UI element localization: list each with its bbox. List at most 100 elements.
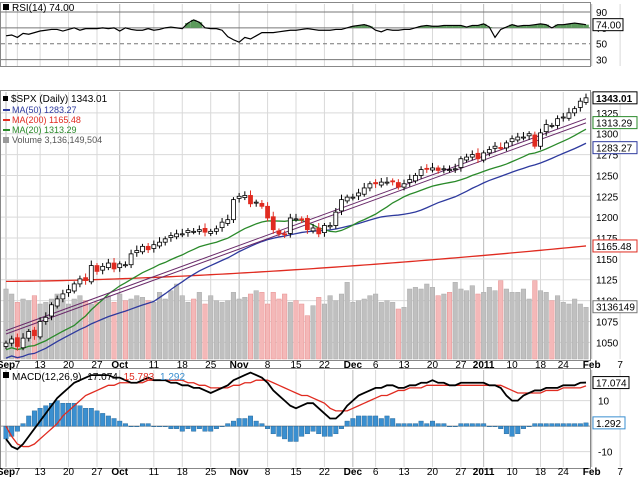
volume-bar [304, 315, 310, 360]
candle-down [259, 202, 265, 207]
rsi-overbought-fill [537, 23, 544, 28]
macd-x-tick-label: Nov [230, 467, 249, 478]
candle-up [413, 175, 418, 182]
candle-up [174, 233, 179, 238]
macd-histogram-bar [572, 423, 578, 427]
volume-bar [532, 280, 538, 360]
volume-bar [94, 302, 100, 360]
volume-bar [424, 283, 430, 360]
volume-bar [555, 295, 561, 360]
price-candles [3, 93, 589, 351]
macd-histogram-bar [213, 425, 219, 429]
volume-bar [418, 288, 424, 360]
volume-bar [299, 303, 305, 360]
candle-up [441, 168, 447, 171]
macd-histogram-bar [242, 418, 248, 427]
macd-histogram-bar [583, 422, 589, 427]
macd-histogram-bar [435, 423, 441, 427]
rsi-value-box [592, 18, 624, 32]
candle-up [504, 142, 509, 149]
rsi-overbought-fill [571, 23, 578, 28]
volume-bar [236, 298, 242, 360]
candle-up [208, 230, 214, 234]
macd-histogram-bar [54, 400, 60, 427]
candle-down [390, 180, 396, 183]
macd-histogram-bar [344, 420, 350, 427]
candle-up [293, 218, 299, 221]
volume-bar [492, 290, 498, 360]
candle-up [49, 304, 54, 317]
volume-bar [515, 292, 521, 360]
rsi-legend-swatch [3, 4, 9, 10]
volume-bar [242, 297, 248, 360]
price-y-tick-label: 1125 [596, 276, 618, 287]
candle-down [14, 337, 20, 347]
macd-histogram-bar [429, 420, 435, 427]
volume-bar [526, 298, 532, 360]
volume-bar [225, 300, 231, 360]
rsi-overbought-fill [458, 25, 464, 28]
price-x-tick-label: 20 [427, 360, 439, 371]
macd-x-tick-label: 10 [507, 467, 519, 478]
volume-bar [282, 293, 288, 360]
macd-histogram-bar [134, 425, 140, 427]
macd-histogram-bar [577, 423, 583, 427]
volume-bar [162, 298, 168, 360]
candle-up [515, 136, 521, 141]
volume-bar [247, 293, 254, 360]
rsi-overbought-fill [554, 24, 561, 28]
macd-histogram-bar [538, 423, 543, 427]
macd-histogram-bar [481, 423, 487, 427]
candle-down [299, 218, 305, 221]
rsi-overbought-fill [350, 26, 356, 28]
macd-y-tick-label: 10 [598, 397, 610, 408]
macd-histogram-bar [560, 423, 566, 427]
macd-histogram-bar [265, 425, 271, 429]
volume-bar [338, 293, 345, 360]
macd-histogram-bar [219, 425, 225, 427]
candle-up [37, 321, 43, 338]
volume-bar [117, 293, 123, 360]
macd-histogram-bar [418, 420, 424, 427]
ma200-line [5, 245, 587, 283]
volume-bar [191, 298, 197, 360]
candle-up [66, 289, 71, 294]
price-x-tick-label: Oct [111, 360, 128, 371]
macd-x-tick-label: 13 [35, 467, 47, 478]
candle-up [77, 278, 83, 285]
candle-down [424, 167, 430, 170]
macd-histogram-bar [259, 423, 265, 427]
macd-histogram-bar [270, 425, 276, 435]
ma200-value-box-label: 1165.48 [596, 242, 632, 253]
candle-down [202, 228, 208, 233]
candle-up [378, 181, 384, 186]
macd-x-tick-label: 7 [617, 467, 623, 478]
candle-up [140, 245, 145, 253]
candle-up [322, 225, 327, 233]
volume-bars [3, 280, 589, 360]
rsi-overbought-fill [577, 23, 584, 28]
volume-value-label: 3136149 [596, 303, 635, 314]
macd-histogram-bar [520, 425, 526, 429]
macd-histogram-bar [20, 423, 26, 427]
volume-bar [213, 300, 219, 360]
macd-legend-signal: 15.783 [124, 372, 155, 383]
candle-up [128, 253, 134, 266]
macd-histogram-bar [475, 423, 481, 427]
volume-value-box [592, 300, 638, 314]
volume-bar [122, 300, 128, 360]
volume-bar [196, 292, 202, 360]
macd-histogram-bar [191, 425, 197, 432]
candle-up [134, 250, 140, 254]
volume-bar [151, 302, 157, 360]
volume-bar [9, 293, 15, 360]
volume-bar [219, 302, 225, 360]
price-y-tick-label: 1150 [596, 255, 618, 266]
macd-histogram-bar [373, 415, 379, 427]
rsi-overbought-fill [441, 25, 447, 28]
candle-down [475, 152, 481, 160]
candle-up [231, 199, 236, 221]
rsi-overbought-fill [543, 24, 550, 28]
price-legend-title: $SPX (Daily) 1343.01 [11, 94, 108, 105]
macd-histogram-bar [509, 425, 515, 437]
